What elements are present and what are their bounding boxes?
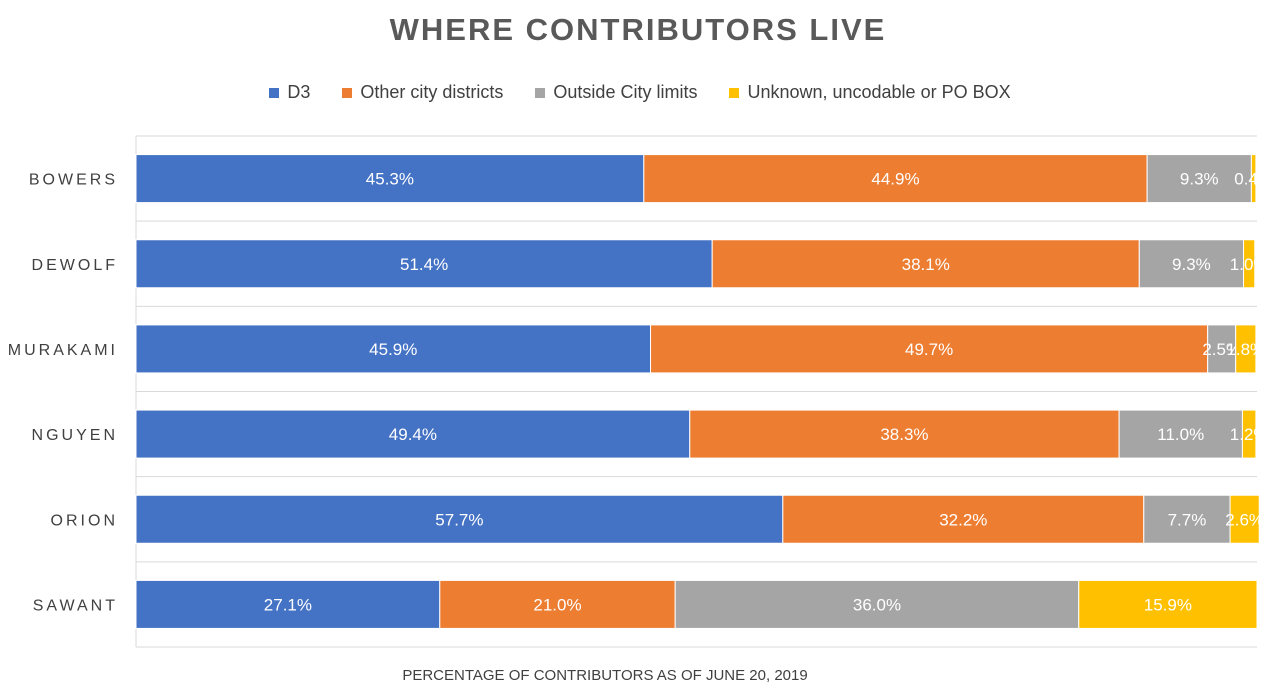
- bar-sawant-other-city-districts: [439, 579, 676, 629]
- data-label-orion-other-city-districts: 32.2%: [939, 510, 987, 529]
- bar-nguyen-unknown-uncodable-or-po-box: [1241, 409, 1257, 459]
- legend-item-other-city-districts: Other city districts: [342, 82, 503, 103]
- data-label-bowers-other-city-districts: 44.9%: [871, 170, 919, 189]
- bar-murakami-unknown-uncodable-or-po-box: [1235, 324, 1257, 374]
- category-label-murakami: MURAKAMI: [8, 342, 118, 359]
- bar-orion-d3: [135, 494, 784, 544]
- legend-item-unknown: Unknown, uncodable or PO BOX: [729, 82, 1011, 103]
- category-label-bowers: BOWERS: [29, 172, 118, 189]
- bar-orion-unknown-uncodable-or-po-box: [1229, 494, 1260, 544]
- bar-sawant-outside-city-limits: [674, 579, 1080, 629]
- data-label-orion-d3: 57.7%: [435, 510, 483, 529]
- legend-item-outside-city-limits: Outside City limits: [535, 82, 697, 103]
- data-label-sawant-d3: 27.1%: [264, 595, 312, 614]
- bar-nguyen-other-city-districts: [689, 409, 1120, 459]
- chart-title: WHERE CONTRIBUTORS LIVE: [389, 12, 887, 47]
- data-label-dewolf-other-city-districts: 38.1%: [902, 255, 950, 274]
- legend-swatch-unknown: [729, 87, 740, 98]
- data-label-orion-unknown-uncodable-or-po-box: 2.6%: [1225, 510, 1264, 529]
- bar-orion-other-city-districts: [782, 494, 1145, 544]
- bar-bowers-outside-city-limits: [1146, 154, 1252, 204]
- data-label-dewolf-outside-city-limits: 9.3%: [1172, 255, 1211, 274]
- data-label-dewolf-unknown-uncodable-or-po-box: 1.0%: [1230, 255, 1269, 274]
- legend-label-unknown: Unknown, uncodable or PO BOX: [747, 82, 1011, 102]
- category-label-nguyen: NGUYEN: [32, 427, 118, 444]
- data-label-murakami-outside-city-limits: 2.5%: [1202, 340, 1241, 359]
- legend-label-d3: D3: [287, 82, 311, 102]
- bar-bowers-d3: [135, 154, 645, 204]
- category-label-sawant: SAWANT: [33, 597, 118, 614]
- data-label-sawant-outside-city-limits: 36.0%: [853, 595, 901, 614]
- data-label-bowers-outside-city-limits: 9.3%: [1180, 170, 1219, 189]
- bar-dewolf-d3: [135, 239, 713, 289]
- data-label-sawant-other-city-districts: 21.0%: [533, 595, 581, 614]
- data-label-murakami-other-city-districts: 49.7%: [905, 340, 953, 359]
- bar-nguyen-outside-city-limits: [1118, 409, 1243, 459]
- legend: D3 Other city districts Outside City lim…: [0, 82, 1280, 103]
- data-label-murakami-unknown-uncodable-or-po-box: 1.8%: [1226, 340, 1265, 359]
- category-label-orion: ORION: [51, 512, 118, 529]
- category-label-dewolf: DEWOLF: [32, 257, 118, 274]
- legend-item-d3: D3: [269, 82, 310, 103]
- data-label-nguyen-d3: 49.4%: [389, 425, 437, 444]
- data-label-orion-outside-city-limits: 7.7%: [1168, 510, 1207, 529]
- data-label-nguyen-unknown-uncodable-or-po-box: 1.2%: [1230, 425, 1269, 444]
- bar-sawant-d3: [135, 579, 441, 629]
- legend-label-outside-city-limits: Outside City limits: [553, 82, 698, 102]
- data-label-nguyen-outside-city-limits: 11.0%: [1157, 425, 1204, 444]
- bar-murakami-outside-city-limits: [1207, 324, 1237, 374]
- data-label-sawant-unknown-uncodable-or-po-box: 15.9%: [1144, 595, 1192, 614]
- data-label-nguyen-other-city-districts: 38.3%: [880, 425, 928, 444]
- bar-bowers-unknown-uncodable-or-po-box: [1250, 154, 1257, 204]
- bar-dewolf-unknown-uncodable-or-po-box: [1243, 239, 1256, 289]
- bar-nguyen-d3: [135, 409, 691, 459]
- data-label-bowers-unknown-uncodable-or-po-box: 0.4%: [1234, 170, 1273, 189]
- bar-orion-outside-city-limits: [1143, 494, 1231, 544]
- legend-swatch-d3: [269, 87, 280, 98]
- bar-dewolf-other-city-districts: [711, 239, 1140, 289]
- data-label-murakami-d3: 45.9%: [369, 340, 417, 359]
- bar-sawant-unknown-uncodable-or-po-box: [1078, 579, 1258, 629]
- data-label-dewolf-d3: 51.4%: [400, 255, 448, 274]
- legend-label-other-city-districts: Other city districts: [360, 82, 504, 102]
- bar-murakami-d3: [135, 324, 652, 374]
- bar-bowers-other-city-districts: [643, 154, 1148, 204]
- legend-swatch-other-city-districts: [342, 87, 353, 98]
- legend-swatch-outside-city-limits: [535, 87, 546, 98]
- x-axis-label: PERCENTAGE OF CONTRIBUTORS AS OF JUNE 20…: [402, 667, 808, 684]
- data-label-bowers-d3: 45.3%: [366, 170, 414, 189]
